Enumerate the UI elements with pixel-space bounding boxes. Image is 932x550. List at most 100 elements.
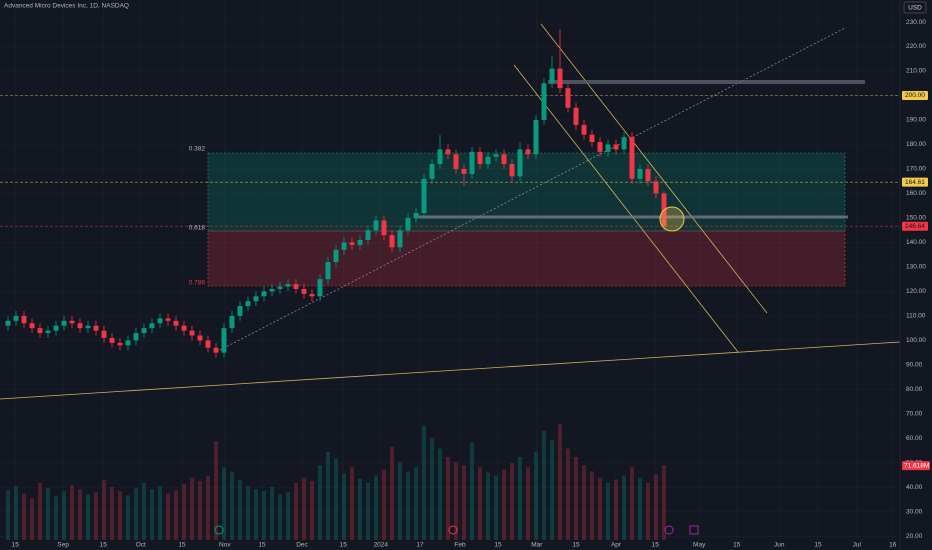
y-tick-label: 220.00 — [906, 43, 926, 50]
candle-body — [645, 168, 651, 182]
volume-bar — [646, 482, 650, 540]
support-band — [415, 215, 848, 219]
volume-bar — [486, 472, 490, 540]
x-tick-label: 15 — [814, 542, 822, 549]
event-icon[interactable] — [448, 525, 458, 535]
candle-body — [269, 288, 275, 292]
volume-bar — [598, 477, 602, 540]
volume-bar — [278, 494, 282, 540]
y-tick-label: 110.00 — [906, 313, 926, 320]
candle-body — [605, 144, 611, 152]
candle-body — [69, 320, 75, 324]
volume-bar — [158, 486, 162, 540]
candle-body — [341, 242, 347, 250]
candle-body — [485, 156, 491, 165]
candle-body — [429, 164, 435, 179]
y-tick-label: 90.00 — [906, 362, 923, 369]
volume-bar — [38, 482, 42, 540]
candle-body — [149, 323, 155, 329]
volume-bar — [134, 488, 138, 540]
volume-bar — [126, 495, 130, 540]
volume-marker-label: 71.618M — [904, 462, 929, 469]
volume-bar — [78, 489, 82, 540]
volume-bar — [590, 471, 594, 540]
volume-bar — [294, 482, 298, 540]
candle-body — [349, 242, 355, 245]
candle-body — [285, 284, 291, 287]
candle-body — [293, 284, 299, 289]
volume-bar — [430, 438, 434, 540]
volume-bar — [438, 448, 442, 540]
currency-box[interactable] — [903, 1, 927, 14]
candle-body — [157, 318, 163, 324]
candle-body — [181, 325, 187, 331]
candle-body — [445, 149, 451, 155]
volume-bar — [190, 477, 194, 540]
candle-body — [421, 178, 427, 214]
volume-bar — [582, 465, 586, 540]
volume-bar — [246, 486, 250, 540]
candle-body — [405, 217, 411, 231]
channel-line — [540, 23, 768, 314]
volume-bar — [446, 456, 450, 540]
candle-body — [189, 330, 195, 336]
x-tick-label: 16 — [889, 542, 897, 549]
candle-body — [629, 137, 635, 179]
volume-bar — [62, 491, 66, 540]
candle-body — [525, 149, 531, 155]
x-tick-label: Mar — [531, 542, 543, 549]
event-icon[interactable] — [214, 525, 224, 535]
volume-bar — [286, 492, 290, 540]
candle-body — [589, 134, 595, 143]
event-icons — [214, 525, 699, 535]
volume-bar — [574, 456, 578, 540]
y-tick-label: 40.00 — [906, 484, 923, 491]
volume-bar — [350, 467, 354, 540]
x-tick-label: Oct — [136, 542, 146, 549]
fib-label: 0.618 — [189, 225, 206, 232]
volume-bar — [262, 491, 266, 540]
volume-bar — [70, 484, 74, 540]
candle-body — [565, 88, 571, 108]
candle-body — [365, 230, 371, 240]
x-tick-label: May — [693, 542, 706, 549]
candle-body — [93, 325, 99, 331]
volume-bar — [46, 488, 50, 540]
support-line — [0, 341, 901, 400]
y-tick-label: 80.00 — [906, 386, 923, 393]
candle-body — [317, 279, 323, 297]
event-icon[interactable] — [664, 525, 674, 535]
candle-body — [437, 149, 443, 165]
candle-body — [581, 124, 587, 135]
currency-label[interactable]: USD — [908, 5, 922, 12]
candle-body — [197, 335, 203, 341]
candle-body — [597, 142, 603, 152]
y-tick-label: 130.00 — [906, 264, 926, 271]
candle-body — [221, 328, 227, 353]
candles — [5, 29, 667, 358]
candle-body — [541, 83, 547, 120]
volume-bar — [470, 442, 474, 540]
x-tick-label: 15 — [572, 542, 580, 549]
volume-bar — [566, 448, 570, 540]
event-icon[interactable] — [689, 525, 699, 535]
fib-label: 0.382 — [189, 146, 206, 153]
candle-body — [381, 220, 387, 236]
y-tick-label: 230.00 — [906, 19, 926, 26]
x-tick-label: 15 — [178, 542, 186, 549]
volume-bar — [606, 482, 610, 540]
price-marker — [902, 221, 928, 231]
volume-bar — [110, 487, 114, 540]
fib-labels: 0.382 0.618 0.786 — [189, 146, 206, 287]
volume-bar — [654, 474, 658, 540]
candle-body — [101, 330, 107, 338]
time-axis-bg — [0, 540, 900, 550]
x-tick-label: 15 — [100, 542, 108, 549]
y-tick-label: 120.00 — [906, 288, 926, 295]
x-tick-label: 15 — [494, 542, 502, 549]
price-lines — [0, 95, 900, 227]
channel-line — [513, 64, 739, 353]
drawings — [0, 23, 901, 400]
x-tick-label: Feb — [454, 542, 466, 549]
candle-body — [549, 68, 555, 84]
